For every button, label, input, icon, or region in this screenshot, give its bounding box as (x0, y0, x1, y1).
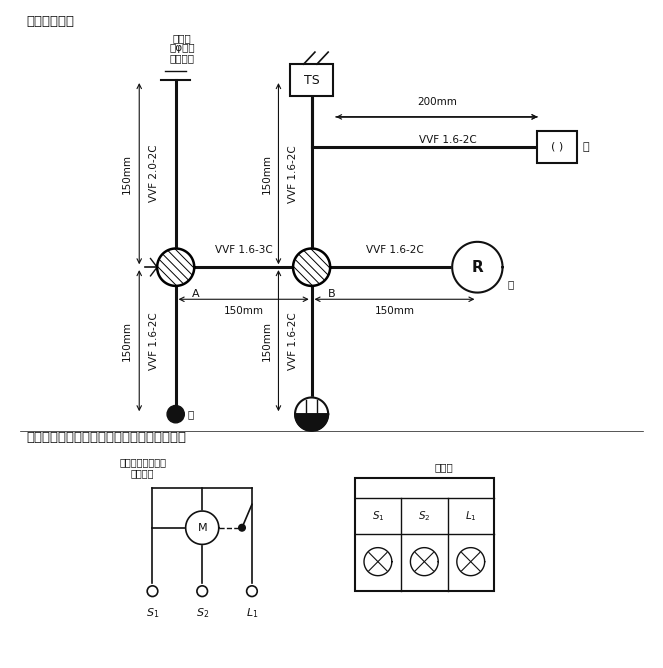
Text: M: M (198, 523, 207, 532)
Polygon shape (457, 548, 485, 576)
Text: 150mm: 150mm (375, 307, 414, 316)
Polygon shape (186, 511, 219, 544)
Polygon shape (295, 397, 328, 431)
Text: タイムスイッチの
内部結線: タイムスイッチの 内部結線 (119, 457, 166, 478)
Text: 150mm: 150mm (122, 321, 133, 361)
Text: VVF 1.6-3C: VVF 1.6-3C (215, 245, 272, 255)
Text: 図２．タイムスイッチ代用の端子台の説明図: 図２．タイムスイッチ代用の端子台の説明図 (27, 431, 186, 444)
Text: $S_1$: $S_1$ (372, 509, 384, 523)
Text: 端子台: 端子台 (435, 463, 453, 472)
Text: A: A (192, 289, 200, 299)
Bar (355, 478, 494, 591)
Text: 図１．配線図: 図１．配線図 (27, 15, 74, 28)
Text: VVF 1.6-2C: VVF 1.6-2C (149, 312, 159, 369)
Text: $L_1$: $L_1$ (246, 606, 258, 620)
Text: VVF 1.6-2C: VVF 1.6-2C (288, 312, 298, 369)
Text: 150mm: 150mm (122, 154, 133, 194)
Bar (537, 131, 577, 163)
Text: ( ): ( ) (551, 142, 563, 152)
Text: VVF 1.6-2C: VVF 1.6-2C (418, 136, 477, 145)
Text: VVF 1.6-2C: VVF 1.6-2C (365, 245, 424, 255)
Polygon shape (452, 242, 503, 293)
Text: $S_2$: $S_2$ (196, 606, 209, 620)
Polygon shape (364, 548, 392, 576)
Text: 200mm: 200mm (417, 97, 457, 107)
Polygon shape (157, 248, 194, 286)
Polygon shape (295, 414, 328, 431)
Polygon shape (293, 248, 330, 286)
Polygon shape (410, 548, 438, 576)
Text: $L_1$: $L_1$ (465, 509, 477, 523)
Circle shape (239, 524, 245, 531)
Text: R: R (471, 260, 483, 275)
Text: $S_1$: $S_1$ (146, 606, 159, 620)
Circle shape (247, 586, 257, 597)
Text: 150mm: 150mm (261, 154, 272, 194)
Text: 150mm: 150mm (261, 321, 272, 361)
Text: １００Ｖ: １００Ｖ (170, 53, 195, 63)
Text: イ: イ (582, 142, 589, 152)
Circle shape (147, 586, 158, 597)
Text: $S_2$: $S_2$ (418, 509, 430, 523)
Text: B: B (328, 289, 335, 299)
Text: VVF 1.6-2C: VVF 1.6-2C (288, 145, 298, 202)
Text: TS: TS (304, 73, 320, 87)
Text: ロ: ロ (188, 409, 194, 419)
Text: 150mm: 150mm (223, 307, 264, 316)
Text: ロ: ロ (508, 279, 514, 289)
Circle shape (167, 405, 184, 423)
Circle shape (197, 586, 208, 597)
Bar (290, 64, 333, 96)
Text: 電　源: 電 源 (173, 33, 192, 43)
Text: VVF 2.0-2C: VVF 2.0-2C (149, 145, 159, 202)
Text: １φ２Ｗ: １φ２Ｗ (170, 43, 195, 53)
